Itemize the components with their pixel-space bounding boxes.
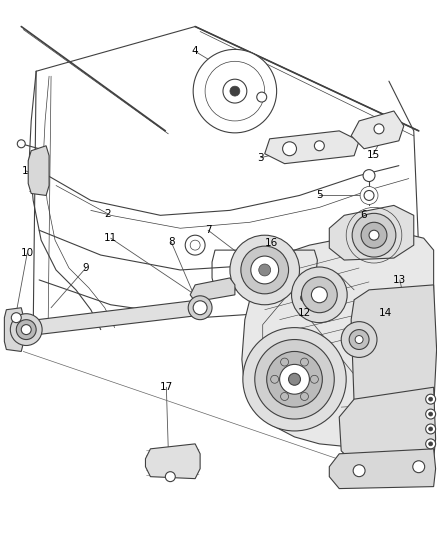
Circle shape [341,321,377,358]
Polygon shape [265,131,359,164]
Circle shape [188,296,212,320]
Text: 7: 7 [205,225,212,235]
Polygon shape [351,285,437,414]
Polygon shape [242,232,434,447]
Circle shape [271,375,279,383]
Circle shape [352,213,396,257]
Circle shape [259,264,271,276]
Circle shape [185,235,205,255]
Text: 9: 9 [82,263,89,273]
Text: 13: 13 [393,275,406,285]
Text: 5: 5 [316,190,323,200]
Circle shape [279,365,309,394]
Text: 4: 4 [192,46,198,56]
Circle shape [300,294,308,302]
Text: 11: 11 [104,233,117,243]
Circle shape [311,287,327,303]
Circle shape [241,246,289,294]
Polygon shape [4,308,23,351]
Circle shape [11,313,21,322]
Circle shape [426,439,436,449]
Circle shape [17,140,25,148]
Polygon shape [145,444,200,479]
Polygon shape [329,449,436,489]
Polygon shape [28,146,49,196]
Circle shape [355,336,363,343]
Text: 8: 8 [168,237,175,247]
Circle shape [300,392,308,400]
Text: 3: 3 [258,152,264,163]
Polygon shape [351,111,404,149]
Circle shape [374,124,384,134]
Text: 2: 2 [104,209,111,220]
Circle shape [292,267,347,322]
Polygon shape [339,387,436,464]
Circle shape [16,320,36,340]
Circle shape [255,340,334,419]
Text: 14: 14 [378,308,392,318]
Circle shape [429,442,433,446]
Circle shape [364,190,374,200]
Circle shape [301,277,337,313]
Circle shape [429,397,433,401]
Circle shape [369,230,379,240]
Circle shape [429,427,433,431]
Circle shape [230,235,300,305]
Circle shape [314,141,324,151]
Text: 6: 6 [360,211,367,220]
Circle shape [283,142,297,156]
Circle shape [267,351,322,407]
Text: 10: 10 [21,248,34,258]
Circle shape [413,461,425,473]
Circle shape [426,424,436,434]
Polygon shape [329,205,414,260]
Circle shape [243,328,346,431]
Circle shape [360,187,378,204]
Polygon shape [21,300,205,336]
Circle shape [251,256,279,284]
Circle shape [281,392,289,400]
Circle shape [361,222,387,248]
Circle shape [353,465,365,477]
Circle shape [193,301,207,314]
Text: 16: 16 [265,238,278,248]
Circle shape [297,290,312,306]
Text: 17: 17 [160,382,173,392]
Text: 15: 15 [367,150,380,160]
Polygon shape [190,278,235,302]
Circle shape [165,472,175,482]
Circle shape [257,92,267,102]
Circle shape [426,409,436,419]
Circle shape [363,169,375,182]
Text: 1: 1 [22,166,28,175]
Text: 12: 12 [298,308,311,318]
Circle shape [300,358,308,366]
Circle shape [193,50,277,133]
Circle shape [429,412,433,416]
Circle shape [11,314,42,345]
Circle shape [426,394,436,404]
Circle shape [230,86,240,96]
Circle shape [311,375,318,383]
Circle shape [21,325,31,335]
Circle shape [289,373,300,385]
Circle shape [349,329,369,350]
Circle shape [281,358,289,366]
